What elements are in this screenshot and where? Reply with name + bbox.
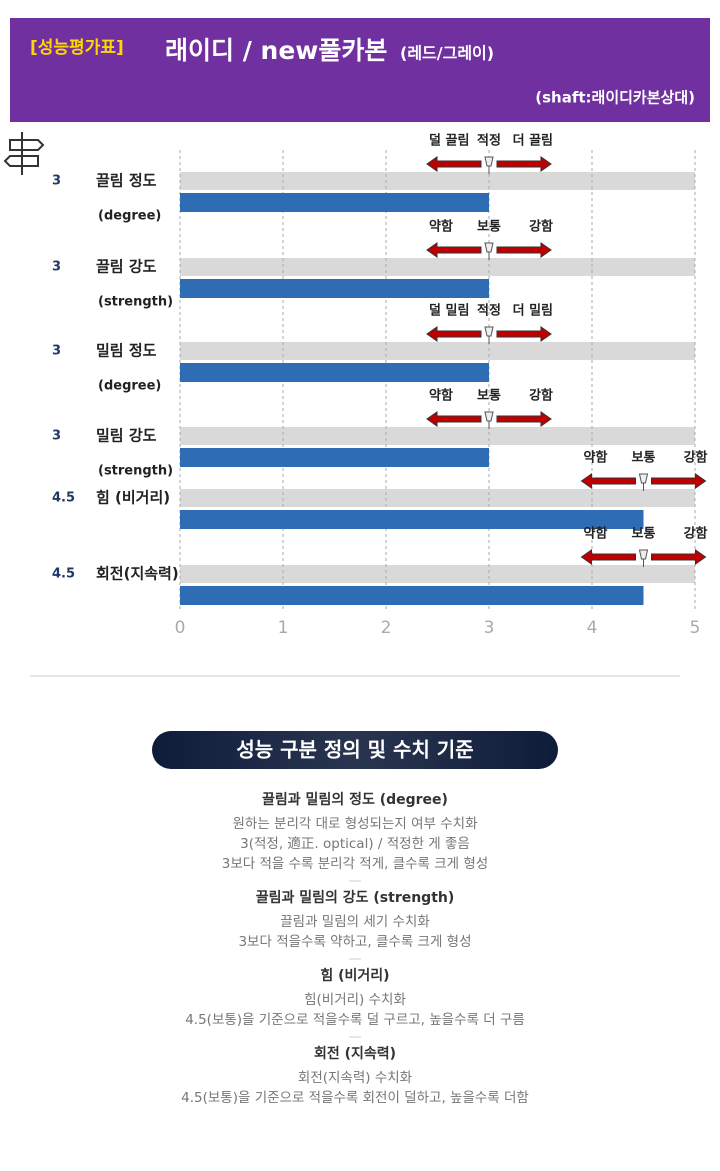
marker-pin xyxy=(484,326,494,344)
arrow xyxy=(426,242,482,258)
arrow xyxy=(496,326,552,342)
scale-label: 더 밀림 xyxy=(513,303,553,319)
scale-label: 적정 xyxy=(477,303,501,319)
scale-label: 적정 xyxy=(477,133,501,149)
value-label: 4.5 xyxy=(52,567,75,582)
arrow xyxy=(496,411,552,427)
arrow xyxy=(580,549,636,565)
arrow xyxy=(496,242,552,258)
definition-title: 힘 (비거리) xyxy=(320,967,389,984)
value-label: 3 xyxy=(52,260,61,275)
scale-label: 강함 xyxy=(684,526,708,542)
definition-title: 끌림과 밀림의 강도 (strength) xyxy=(256,889,455,906)
definition-line: 끌림과 밀림의 세기 수치화 xyxy=(280,914,430,930)
definition-line: 3(적정, 適正. optical) / 적정한 게 좋음 xyxy=(240,835,470,852)
arrow xyxy=(580,473,636,489)
scale-label: 강함 xyxy=(529,388,553,404)
scale-label: 강함 xyxy=(529,219,553,235)
signpost-icon xyxy=(3,132,45,175)
category-sublabel: (strength) xyxy=(98,295,173,310)
category-label: 끌림 강도 xyxy=(96,258,157,276)
x-tick-label: 4 xyxy=(587,618,598,638)
category-label: 밀림 강도 xyxy=(96,427,157,445)
scale-label: 강함 xyxy=(684,450,708,466)
scale-label: 약함 xyxy=(584,526,608,542)
definition-title: 끌림과 밀림의 정도 (degree) xyxy=(262,791,448,808)
bar xyxy=(180,363,489,382)
x-tick-label: 2 xyxy=(381,618,392,638)
scale-label: 더 끌림 xyxy=(513,133,553,149)
arrow xyxy=(651,473,707,489)
category-label: 끌림 정도 xyxy=(96,172,157,190)
marker-pin xyxy=(638,473,649,491)
category-label: 회전(지속력) xyxy=(96,565,179,583)
arrow xyxy=(651,549,707,565)
value-label: 4.5 xyxy=(52,491,75,506)
track xyxy=(180,258,695,276)
category-label: 힘 (비거리) xyxy=(96,489,170,507)
definition-line: 4.5(보통)을 기준으로 적을수록 회전이 덜하고, 높을수록 더함 xyxy=(181,1090,529,1106)
scale-label: 약함 xyxy=(584,450,608,466)
definition-line: 3보다 적을 수록 분리각 적게, 클수록 크게 형성 xyxy=(222,856,488,872)
scale-label: 덜 밀림 xyxy=(429,303,469,319)
value-label: 3 xyxy=(52,429,61,444)
category-sublabel: (degree) xyxy=(98,379,161,394)
x-tick-label: 1 xyxy=(278,618,289,638)
value-label: 3 xyxy=(52,174,61,189)
header-title: 래이디 / new풀카본 xyxy=(165,36,387,65)
value-label: 3 xyxy=(52,344,61,359)
arrow xyxy=(426,156,482,172)
definition-line: 원하는 분리각 대로 형성되는지 여부 수치화 xyxy=(232,816,477,832)
scale-label: 보통 xyxy=(632,527,656,542)
bar xyxy=(180,448,489,467)
bar xyxy=(180,193,489,212)
scale-label: 보통 xyxy=(477,220,501,235)
marker-pin xyxy=(484,242,494,260)
header-tag: [성능평가표] xyxy=(30,38,124,58)
header-band xyxy=(10,18,710,122)
marker-pin xyxy=(484,411,494,429)
arrow xyxy=(426,411,482,427)
x-tick-label: 3 xyxy=(484,618,495,638)
bar xyxy=(180,510,644,529)
category-label: 밀림 정도 xyxy=(96,342,157,360)
bar xyxy=(180,279,489,298)
x-tick-label: 5 xyxy=(690,618,701,638)
definition-title: 회전 (지속력) xyxy=(314,1045,396,1062)
marker-pin xyxy=(638,549,649,567)
track xyxy=(180,172,695,190)
category-sublabel: (strength) xyxy=(98,464,173,479)
scale-label: 약함 xyxy=(429,388,453,404)
track xyxy=(180,342,695,360)
header-shaft: (shaft:래이디카본상대) xyxy=(535,89,695,107)
definition-line: 3보다 적을수록 약하고, 클수록 크게 형성 xyxy=(238,934,471,950)
definitions-heading-pill xyxy=(152,731,558,769)
definitions-heading: 성능 구분 정의 및 수치 기준 xyxy=(236,738,473,762)
definition-line: 4.5(보통)을 기준으로 적을수록 덜 구르고, 높을수록 더 구름 xyxy=(185,1012,525,1028)
marker-pin xyxy=(484,156,494,174)
track xyxy=(180,427,695,445)
track xyxy=(180,565,695,583)
definition-line: 회전(지속력) 수치화 xyxy=(298,1070,412,1086)
arrow xyxy=(426,326,482,342)
x-tick-label: 0 xyxy=(175,618,186,638)
header-subtitle: (레드/그레이) xyxy=(400,44,494,63)
scale-label: 보통 xyxy=(632,451,656,466)
scale-label: 보통 xyxy=(477,389,501,404)
scale-label: 약함 xyxy=(429,219,453,235)
category-sublabel: (degree) xyxy=(98,209,161,224)
bar xyxy=(180,586,644,605)
definition-line: 힘(비거리) 수치화 xyxy=(304,992,406,1008)
track xyxy=(180,489,695,507)
arrow xyxy=(496,156,552,172)
scale-label: 덜 끌림 xyxy=(429,133,469,149)
